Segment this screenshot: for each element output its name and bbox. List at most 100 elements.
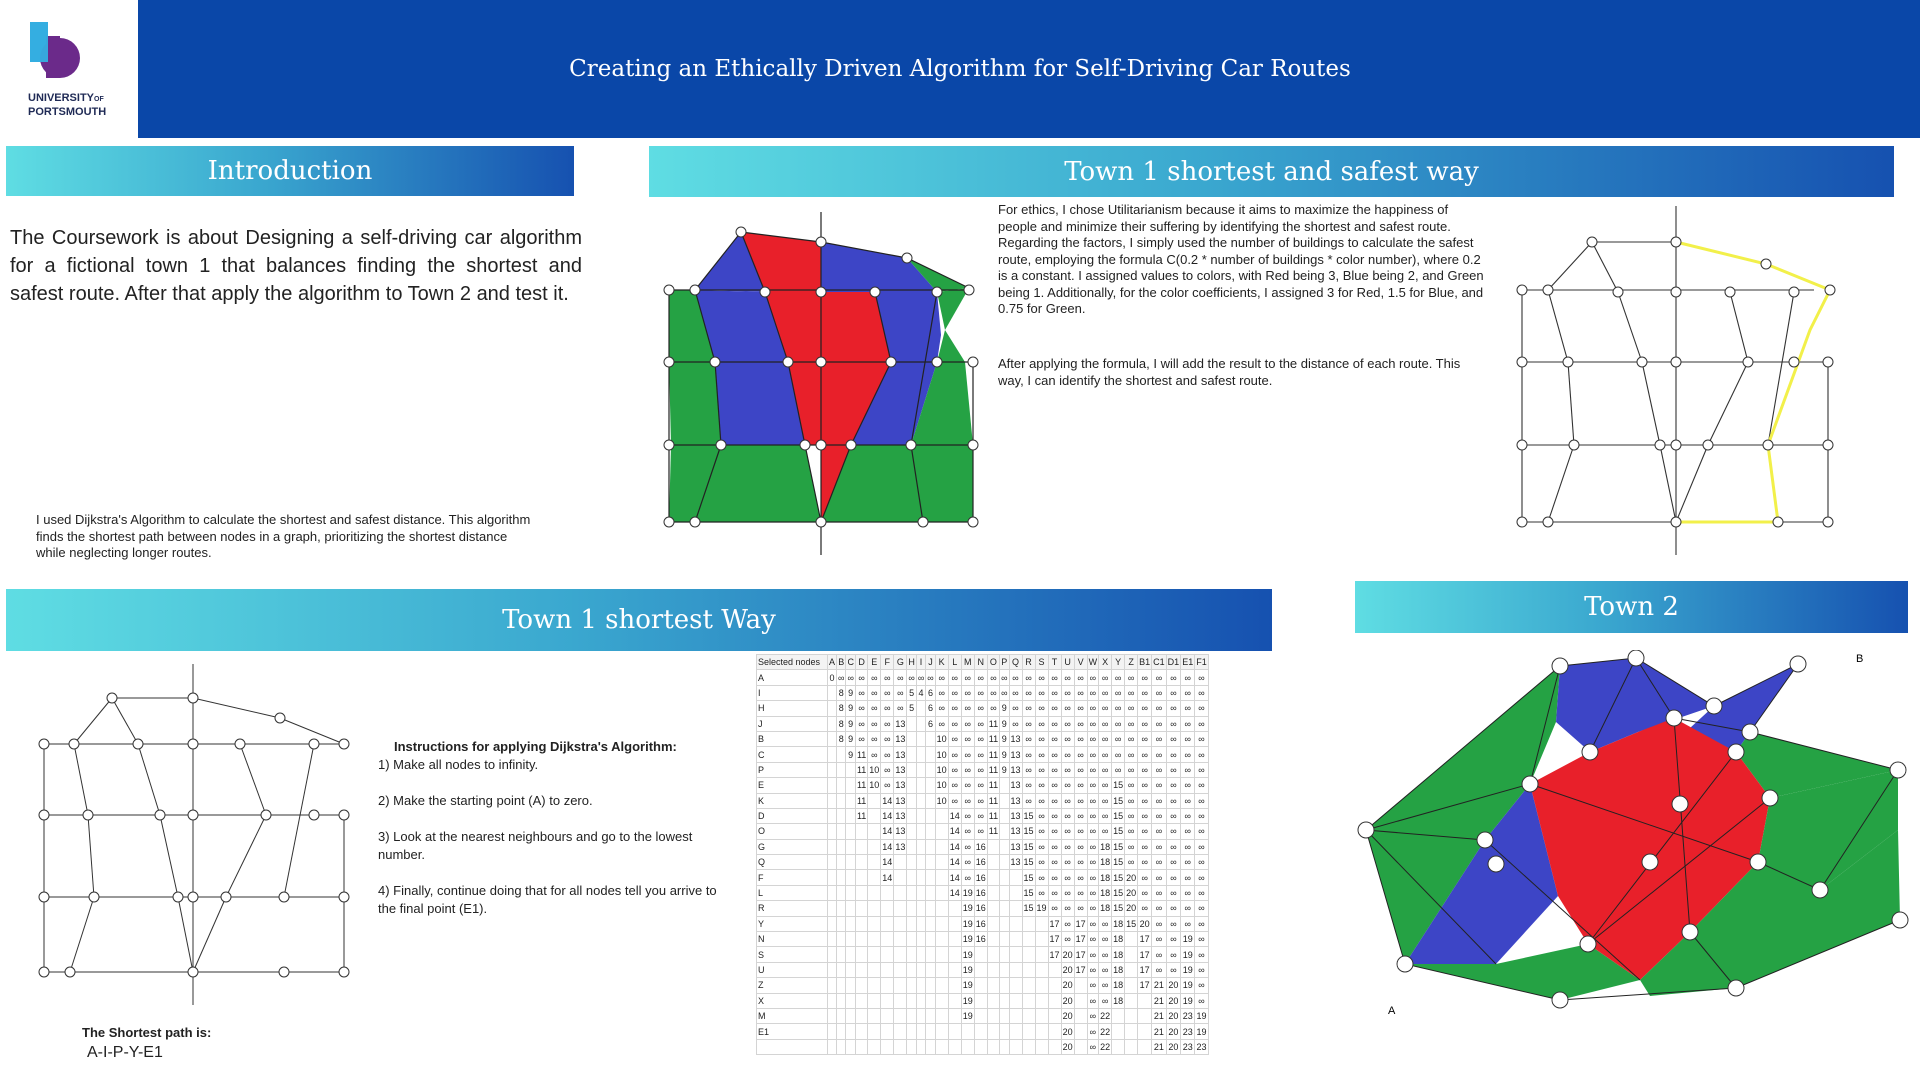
table-cell: Y (756, 915, 828, 933)
table-cell: 18 (1098, 854, 1113, 871)
table-cell: ∞ (880, 669, 895, 686)
table-cell (925, 792, 936, 809)
table-cell: 17 (1073, 915, 1088, 933)
table-cell (906, 792, 917, 809)
table-cell: 19 (960, 915, 975, 933)
table-header-cell: D (854, 654, 869, 671)
table-cell: ∞ (1151, 730, 1167, 748)
table-cell: 9 (845, 700, 856, 717)
table-cell: ∞ (867, 730, 882, 748)
table-cell (845, 1007, 856, 1025)
table-cell (854, 915, 869, 933)
table-cell: ∞ (1098, 961, 1113, 979)
table-row: Z 19 20 ∞ ∞ 18 17 21 20 19 ∞ (756, 977, 1209, 994)
table-cell (999, 977, 1010, 994)
table-cell: ∞ (1194, 838, 1209, 856)
table-cell (826, 884, 838, 902)
table-cell: ∞ (1034, 715, 1049, 732)
table-row: E 11 10 ∞ 13 10 ∞ ∞ ∞ 11 13 ∞ ∞ ∞ ∞ ∞ ∞ ∞ 15 ∞ ∞ ∞ ∞ ∞ ∞ (756, 777, 1209, 794)
table-cell: ∞ (1073, 669, 1088, 686)
table-cell: 9 (999, 746, 1010, 763)
table-cell: ∞ (1165, 869, 1182, 886)
table-cell: ∞ (1180, 915, 1196, 933)
table-cell (915, 915, 927, 933)
table-cell: ∞ (1086, 884, 1100, 902)
table-cell (1047, 1023, 1062, 1040)
table-cell: ∞ (960, 838, 975, 856)
table-cell (854, 1023, 869, 1040)
table-cell: 17 (1137, 977, 1153, 994)
table-cell: 17 (1137, 931, 1153, 948)
poster-title: Creating an Ethically Driven Algorithm f… (569, 56, 1351, 82)
table-cell: ∞ (1098, 992, 1113, 1009)
table-row: X 19 20 ∞ ∞ 18 21 20 19 ∞ (756, 992, 1209, 1009)
table-cell: ∞ (1021, 669, 1036, 686)
table-cell: A (756, 669, 828, 686)
table-cell (845, 823, 856, 840)
table-cell: 10 (934, 746, 949, 763)
table-cell (999, 884, 1010, 902)
table-cell: ∞ (1194, 807, 1209, 825)
table-cell (999, 807, 1010, 825)
table-cell (906, 977, 917, 994)
table-cell (906, 1023, 917, 1040)
table-cell: 17 (1047, 915, 1062, 933)
table-cell: ∞ (1137, 777, 1153, 794)
table-cell: ∞ (880, 761, 895, 779)
table-cell: 22 (1098, 1023, 1113, 1040)
table-cell (934, 961, 949, 979)
table-row: R 19 16 15 19 ∞ ∞ ∞ ∞ 18 15 20 ∞ ∞ ∞ ∞ ∞ (756, 900, 1209, 917)
table-cell: U (756, 961, 828, 979)
table-cell (893, 946, 908, 963)
table-cell (1137, 1007, 1153, 1025)
table-cell: 20 (1165, 1007, 1182, 1025)
table-cell (1034, 915, 1049, 933)
table-cell (845, 854, 856, 871)
result-label: The Shortest path is: (82, 1025, 212, 1040)
table-cell: ∞ (1151, 869, 1167, 886)
table-cell: 11 (986, 715, 1001, 732)
instruction-step: 2) Make the starting point (A) to zero. (378, 793, 593, 808)
table-cell (925, 869, 936, 886)
table-cell: ∞ (906, 669, 917, 686)
table-cell: 9 (845, 746, 856, 763)
table-row: F 14 14 ∞ 16 15 ∞ ∞ ∞ ∞ ∞ 18 15 20 ∞ ∞ ∞ ∞ ∞ (756, 869, 1209, 886)
table-cell (835, 761, 847, 779)
table-cell: 13 (893, 730, 908, 748)
table-cell: ∞ (1098, 730, 1113, 748)
result-path: A-I-P-Y-E1 (87, 1044, 163, 1061)
table-cell: ∞ (1165, 900, 1182, 917)
table-cell: 10 (867, 761, 882, 779)
table-cell: ∞ (1124, 854, 1139, 871)
table-cell: ∞ (1073, 884, 1088, 902)
table-cell (893, 900, 908, 917)
table-cell (915, 1023, 927, 1040)
table-cell: 8 (835, 730, 847, 748)
table-cell (845, 961, 856, 979)
table-cell: ∞ (925, 669, 936, 686)
table-cell: 17 (1073, 931, 1088, 948)
table-cell (854, 931, 869, 948)
table-cell: ∞ (1194, 823, 1209, 840)
table-cell (867, 992, 882, 1009)
table-cell: ∞ (1137, 746, 1153, 763)
table-cell: ∞ (1086, 807, 1100, 825)
intro-text: The Coursework is about Designing a self… (10, 227, 582, 305)
table-cell: ∞ (867, 700, 882, 717)
table-cell (835, 746, 847, 763)
header-banner (0, 0, 1920, 138)
table-cell (1073, 1007, 1088, 1025)
table-cell (835, 946, 847, 963)
table-cell (854, 823, 869, 840)
table-cell (826, 1023, 838, 1040)
table-cell: ∞ (973, 715, 988, 732)
table-cell: ∞ (880, 700, 895, 717)
table-cell (906, 915, 917, 933)
table-cell: 13 (1008, 823, 1023, 840)
table-cell: ∞ (1165, 946, 1182, 963)
table-cell: ∞ (973, 823, 988, 840)
table-cell: ∞ (960, 746, 975, 763)
table-cell: ∞ (1086, 792, 1100, 809)
table-cell: ∞ (1008, 669, 1023, 686)
table-cell (925, 992, 936, 1009)
